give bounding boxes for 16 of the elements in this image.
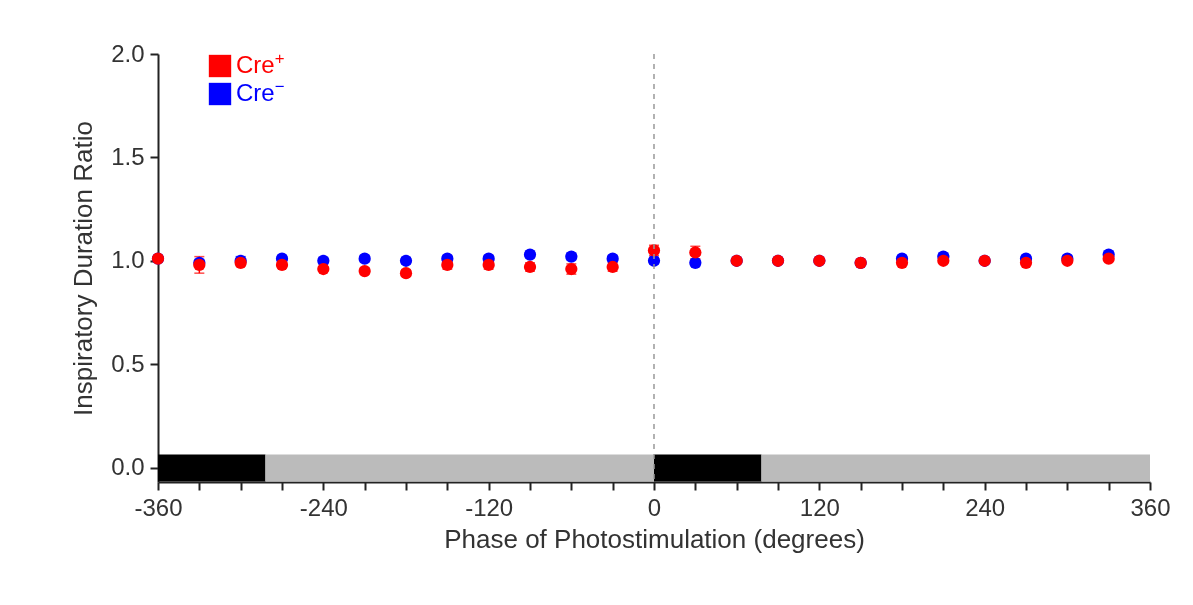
x-tick-label: -240 bbox=[299, 493, 348, 521]
legend-label: Cre$^{−}$ bbox=[236, 76, 285, 106]
x-tick-label: 0 bbox=[647, 493, 662, 521]
y-tick-label: 2.0 bbox=[111, 39, 145, 67]
y-tick-label: 1.0 bbox=[111, 246, 145, 274]
y-tick-label: 0.5 bbox=[111, 349, 145, 377]
y-axis-title: Inspiratory Duration Ratio bbox=[68, 121, 99, 416]
x-tick-label: -360 bbox=[134, 493, 183, 521]
y-tick-label: 1.5 bbox=[111, 142, 145, 170]
x-tick-label: 360 bbox=[1130, 493, 1171, 521]
x-tick-label: 120 bbox=[799, 493, 840, 521]
x-tick-label: -120 bbox=[465, 493, 514, 521]
legend-label: Cre$^{+}$ bbox=[236, 48, 285, 78]
x-tick-label: 240 bbox=[965, 493, 1006, 521]
x-axis-title: Phase of Photostimulation (degrees) bbox=[444, 523, 865, 554]
y-tick-label: 0.0 bbox=[111, 453, 145, 481]
